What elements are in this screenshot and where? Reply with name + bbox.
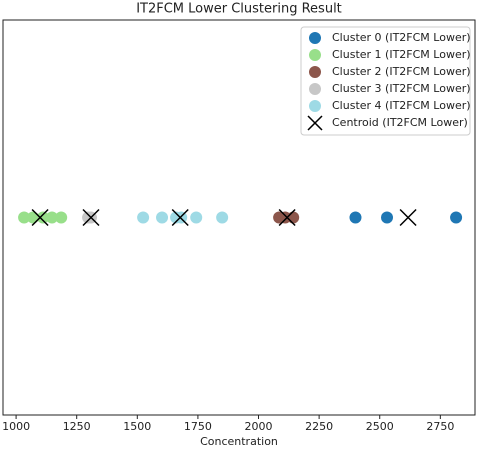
x-tick-label: 1000 [2, 420, 30, 433]
legend-marker [309, 83, 321, 95]
chart-title: IT2FCM Lower Clustering Result [136, 2, 342, 17]
point [349, 211, 362, 224]
point [45, 211, 58, 224]
x-tick-label: 1250 [63, 420, 91, 433]
legend-marker [309, 49, 321, 61]
centroid-cross [278, 208, 296, 227]
x-tick-label: 2250 [305, 420, 333, 433]
legend-label: Centroid (IT2FCM Lower) [332, 116, 468, 129]
x-tick-label: 2500 [366, 420, 394, 433]
point [156, 211, 169, 224]
legend-label: Cluster 0 (IT2FCM Lower) [332, 31, 471, 44]
point [55, 211, 68, 224]
legend-label: Cluster 4 (IT2FCM Lower) [332, 99, 471, 112]
centroid [31, 208, 49, 227]
point [190, 211, 203, 224]
legend-marker [309, 66, 321, 78]
centroid [399, 208, 417, 227]
legend-cross [307, 115, 323, 131]
centroid-cross [171, 208, 189, 227]
x-axis-label: Concentration [200, 435, 278, 448]
legend-label: Cluster 1 (IT2FCM Lower) [332, 48, 471, 61]
plot-frame [2, 19, 476, 416]
legend-marker [309, 100, 321, 112]
centroid [278, 208, 296, 227]
point [216, 211, 229, 224]
point [137, 211, 150, 224]
legend-marker [307, 115, 323, 131]
point [37, 211, 49, 224]
centroid [171, 208, 189, 227]
legend-marker [309, 32, 321, 44]
centroid [82, 208, 100, 227]
point [287, 211, 300, 224]
legend-box [300, 26, 471, 136]
centroid-cross [399, 208, 417, 227]
x-tick-label: 2000 [245, 420, 273, 433]
x-tick-label: 2750 [426, 420, 454, 433]
x-tick-label: 1500 [123, 420, 151, 433]
x-tick-label: 1750 [184, 420, 212, 433]
point [381, 211, 393, 224]
point [18, 211, 31, 224]
legend-label: Cluster 3 (IT2FCM Lower) [332, 82, 471, 95]
legend-label: Cluster 2 (IT2FCM Lower) [332, 65, 471, 78]
centroid-cross [31, 208, 49, 227]
point [450, 211, 463, 224]
centroid-cross [82, 208, 100, 227]
